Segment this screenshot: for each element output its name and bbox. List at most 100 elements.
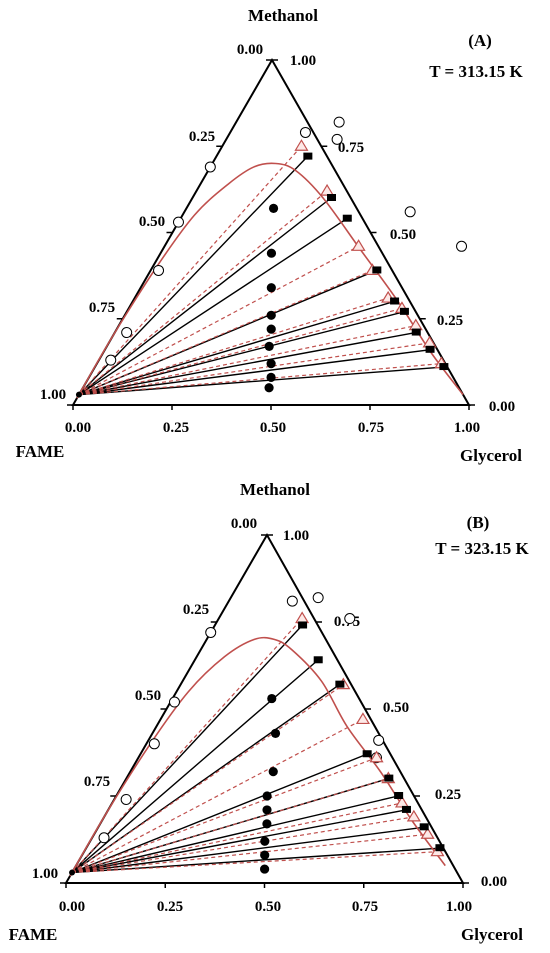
panel-a-experimental-point [390,297,400,305]
panel-b-tie-line-experimental [71,826,424,874]
panel-b: Methanol (B) T = 323.15 K FAME Glycerol … [9,480,530,944]
panel-b-right-tick: 0.50 [383,700,409,716]
panel-b-tie-line-calculated [71,618,303,873]
panel-a-binodal-point [456,240,468,252]
panel-a-binodal-point [105,354,117,366]
panel-a-vertex-label-top: Methanol [248,6,318,25]
panel-a-calculated-point [351,239,366,251]
panel-a-binodal-point [333,116,345,128]
panel-b-tie-line-calculated [71,802,403,874]
panel-a-calculated-point [294,139,309,151]
panel-a-experimental-point [342,214,352,222]
panel-a-binodal-point [121,327,133,339]
panel-b-experimental-point [384,774,394,782]
panel-a-experimental-point [411,328,421,336]
panel-a-experimental-point [399,307,409,315]
panel-a-tie-line-experimental [78,197,332,396]
panel-a-feed-point [264,341,274,351]
panel-a-experimental-point [439,363,449,371]
panel-a-right-tick: 0.50 [390,227,416,243]
panel-b-right-tick: 0.00 [481,874,507,890]
panel-a-left-tick: 1.00 [40,387,66,403]
panel-b-experimental-point [394,792,404,799]
panel-b-feed-point [260,864,270,874]
panel-a-feed-point [266,248,277,258]
panel-b-tie-line-calculated [71,718,364,874]
panel-b-tie-line-experimental [71,847,440,874]
panel-b-experimental-point [335,680,345,688]
panel-b-tie-line-calculated [71,833,428,874]
panel-a-experimental-point [303,152,313,160]
panel-b-binodal-point [120,793,132,805]
panel-a-experimental-point [425,345,435,353]
panel-a-binodal-point [204,161,216,173]
panel-a-experimental-point [372,266,382,274]
panel-b-right-tick: 1.00 [283,528,309,544]
panel-a-vertex-label-right: Glycerol [460,446,522,465]
panel-b-experimental-point [401,805,411,813]
panel-a-right-tick: 1.00 [290,53,316,69]
panel-a-temperature-label: T = 313.15 K [429,62,523,81]
panel-a-tie-line-calculated [78,307,403,396]
panel-a-tie-line-experimental [78,300,395,396]
panel-a-tie-line-experimental [78,218,348,396]
panel-b-calculated-point [355,712,370,725]
panel-a-bottom-tick: 0.25 [163,420,189,436]
panel-a-bottom-tick: 0.00 [65,420,91,436]
panel-b-feed-point [268,767,278,777]
panel-b-vertex-label-top: Methanol [240,480,310,499]
panel-a-tie-line-calculated [78,342,430,396]
panel-a-feed-point [266,283,276,293]
panel-b-calculated-point [420,827,435,839]
panel-b-tie-line-experimental [71,795,399,874]
panel-b-binodal-point [148,738,160,750]
panel-b-feed-point [267,693,277,704]
panel-a-tie-line-experimental [78,366,444,396]
panel-b-experimental-point [362,750,372,758]
panel-a-tie-line-calculated [78,190,328,396]
panel-b-left-tick: 0.50 [135,688,161,704]
panel-a-tie-line-experimental [78,331,416,396]
panel-b-binodal-point [168,696,180,708]
panel-b-tie-line-calculated [71,816,414,874]
panel-a-left-tick: 0.25 [189,129,215,145]
panel-a-tie-line-experimental [78,311,405,396]
panel-a-left-tick: 0.50 [139,214,165,230]
panel-a-bottom-tick: 0.75 [358,420,384,436]
panel-b-tie-line-calculated [71,778,389,874]
panel-b-vertex-label-right: Glycerol [461,925,523,944]
panel-b-bottom-tick: 1.00 [446,899,472,915]
panel-a-feed-point [266,372,276,382]
panel-a-panel-label: (A) [468,31,492,50]
panel-a-fame-rich-end-point [75,391,82,398]
panel-a-feed-point [266,359,276,369]
panel-b-tie-line-calculated [71,757,377,874]
panel-b-calculated-point [406,809,421,822]
panel-b-tie-line-experimental [71,753,367,874]
panel-a-binodal-point [153,264,165,276]
panel-b-temperature-label: T = 323.15 K [435,539,529,558]
panel-a-binodal-point [404,206,416,218]
panel-a-right-tick: 0.75 [338,140,364,156]
panel-b-tie-line-experimental [71,659,319,874]
panel-b-bottom-tick: 0.50 [255,899,281,915]
panel-a-bottom-tick: 1.00 [454,420,480,436]
panel-b-binodal-point [286,595,298,607]
panel-b-bottom-tick: 0.00 [59,899,85,915]
panel-b-right-tick: 0.25 [435,787,461,803]
panel-b-left-tick: 0.25 [183,602,209,618]
panel-b-bottom-tick: 0.25 [157,899,183,915]
panel-a-left-tick: 0.00 [237,42,263,58]
panel-b-left-tick: 0.75 [84,774,110,790]
panel-a-tie-line-calculated [78,325,416,396]
panel-b-feed-point [270,728,281,738]
panel-b-binodal-point [205,626,217,638]
panel-b-feed-point [260,850,270,860]
panel-b-binodal-point [98,832,110,844]
panel-a-feed-point [266,324,276,334]
panel-b-vertex-label-left: FAME [9,925,58,944]
panel-a-right-tick: 0.00 [489,399,515,415]
panel-b-tie-line-calculated [71,851,438,874]
